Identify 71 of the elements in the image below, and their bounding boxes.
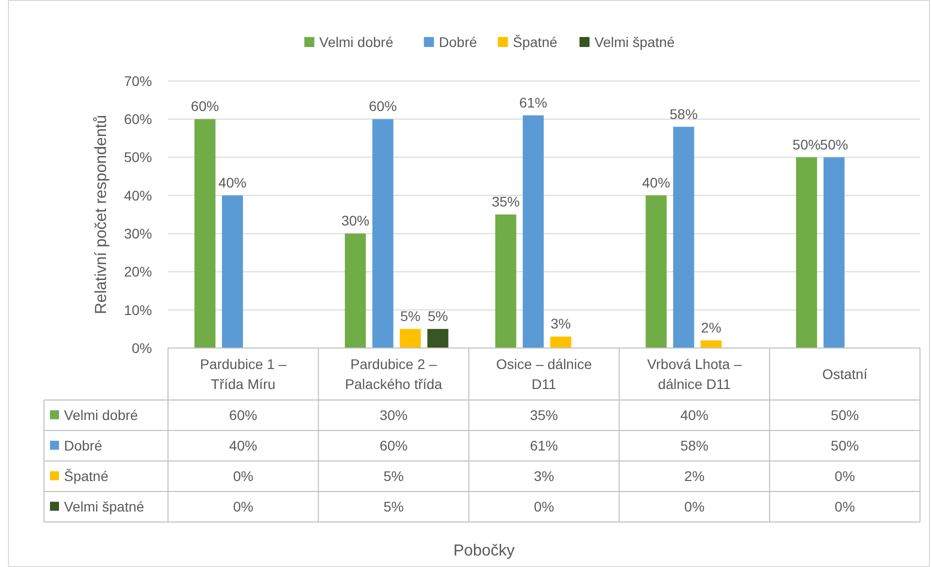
- bar: [824, 157, 845, 348]
- bar: [400, 328, 421, 348]
- text: 60%: [190, 98, 219, 114]
- y-tick-label: 30%: [124, 225, 152, 242]
- text: 5%: [400, 308, 420, 324]
- data-label: 61%: [530, 438, 558, 454]
- legend-label: Velmi dobré: [319, 34, 394, 50]
- bar: [646, 195, 667, 348]
- bar: [427, 328, 448, 348]
- text: 50%: [792, 136, 821, 152]
- legend-label: Dobré: [438, 34, 478, 50]
- data-label: 30%: [380, 407, 408, 424]
- data-label: 58%: [680, 438, 708, 454]
- data-label: 60%: [229, 407, 258, 424]
- text: 40%: [642, 174, 670, 190]
- y-tick-label: 20%: [124, 264, 152, 280]
- text: 61%: [519, 94, 548, 110]
- data-label: 2%: [684, 468, 705, 484]
- bar: [673, 126, 694, 348]
- text: 58%: [670, 106, 698, 122]
- x-tick-label: Ostatní: [822, 366, 868, 382]
- x-tick-label: Vrbová Lhota – dálnice D11: [647, 356, 742, 392]
- text: Špatné: [64, 468, 108, 484]
- data-label: 0%: [233, 468, 254, 484]
- text: 2%: [701, 319, 722, 336]
- bar: [550, 336, 572, 348]
- data-label: 3%: [534, 468, 554, 484]
- data-label: 0%: [534, 498, 554, 515]
- data-label: 50%: [830, 438, 859, 454]
- y-tick-label: 50%: [124, 149, 152, 166]
- y-tick-label: 0%: [132, 340, 152, 356]
- y-tick-label: 40%: [124, 187, 152, 204]
- bar: [700, 340, 722, 348]
- text: Velmi dobré: [64, 407, 138, 424]
- text: Pobočky: [453, 542, 515, 560]
- y-tick-label: 10%: [124, 302, 152, 318]
- data-label: 50%: [830, 407, 859, 424]
- bar: [344, 234, 366, 348]
- bar: [194, 119, 216, 348]
- text: 40%: [218, 174, 246, 190]
- legend-label: Velmi špatné: [594, 34, 675, 50]
- data-label: 40%: [229, 438, 258, 454]
- data-label: 35%: [530, 407, 558, 424]
- legend-label: Špatné: [512, 34, 558, 50]
- data-label: 0%: [834, 498, 855, 515]
- data-label: 0%: [233, 498, 254, 515]
- x-tick-label: Pardubice 2 – Palackého třída: [344, 356, 442, 392]
- bar: [372, 119, 394, 348]
- text: 3%: [550, 316, 571, 332]
- text: 5%: [428, 308, 448, 324]
- data-label: 60%: [380, 438, 408, 454]
- data-label: 40%: [680, 407, 708, 424]
- y-tick-label: 70%: [124, 72, 152, 89]
- y-axis-title: Relativní počet respondentů: [93, 114, 110, 314]
- data-label: 0%: [684, 498, 705, 515]
- x-tick-label: Osice – dálnice D11: [496, 356, 592, 392]
- bar: [522, 115, 544, 348]
- text: 60%: [368, 98, 397, 114]
- data-label: 5%: [383, 468, 404, 484]
- data-label: 0%: [834, 468, 855, 484]
- x-tick-label: Pardubice 1 – Třída Míru: [200, 356, 287, 392]
- text: 50%: [820, 136, 848, 152]
- y-tick-label: 60%: [124, 111, 152, 128]
- text: Velmi špatné: [64, 498, 144, 515]
- bar: [222, 195, 243, 348]
- bar: [495, 214, 516, 348]
- text: Dobré: [64, 438, 102, 454]
- data-label: 5%: [383, 498, 404, 515]
- text: 30%: [341, 212, 370, 229]
- bar: [796, 157, 818, 348]
- text: 35%: [492, 194, 520, 210]
